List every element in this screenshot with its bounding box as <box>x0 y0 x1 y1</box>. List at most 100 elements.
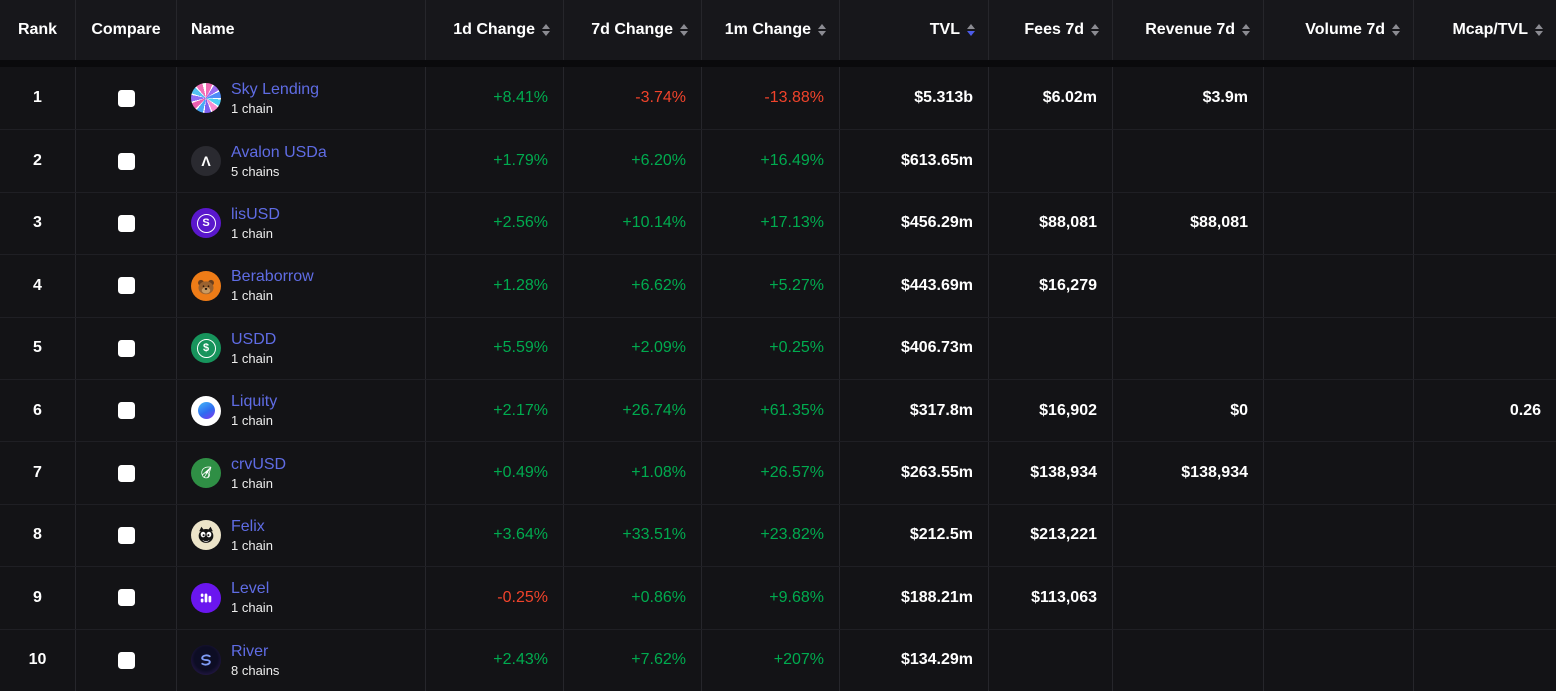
river-icon <box>191 645 221 676</box>
rank-label: 9 <box>33 588 42 606</box>
chain-count-label: 5 chains <box>231 163 280 179</box>
volume-7d-value <box>1263 379 1413 442</box>
column-label: Name <box>191 21 235 38</box>
table-row: 4 Beraborrow 1 chain +1.28% +6.62% +5.27… <box>0 254 1556 317</box>
change-7d-value: +33.51% <box>563 504 701 567</box>
protocol-link[interactable]: lisUSD <box>231 205 280 223</box>
rank-cell: 1 <box>0 67 75 129</box>
change-1d-value: +3.64% <box>425 504 563 567</box>
column-header-mcap-tvl[interactable]: Mcap/TVL <box>1413 0 1556 60</box>
compare-checkbox[interactable] <box>117 464 135 482</box>
column-header-fees-7d[interactable]: Fees 7d <box>988 0 1112 60</box>
revenue-7d-value <box>1112 317 1263 379</box>
change-1m-value: +207% <box>701 629 839 691</box>
compare-cell <box>75 192 176 255</box>
revenue-7d-value <box>1112 255 1263 317</box>
protocol-link[interactable]: crvUSD <box>231 455 287 473</box>
header-gap <box>0 60 1556 67</box>
volume-7d-value <box>1263 504 1413 567</box>
name-cell: $ USDD 1 chain <box>176 317 425 379</box>
column-header-7d-change[interactable]: 7d Change <box>563 0 701 60</box>
protocol-link[interactable]: Beraborrow <box>231 268 314 286</box>
mcap-tvl-value <box>1413 255 1556 317</box>
protocol-link[interactable]: Liquity <box>231 393 278 411</box>
change-1d-value: +2.17% <box>425 379 563 442</box>
chain-count-label: 1 chain <box>231 350 273 366</box>
column-header-tvl[interactable]: TVL <box>839 0 988 60</box>
fees-7d-value: $113,063 <box>988 567 1112 629</box>
tvl-value: $5.313b <box>839 67 988 130</box>
change-1m-value: +17.13% <box>701 192 839 255</box>
column-header-volume-7d[interactable]: Volume 7d <box>1263 0 1413 60</box>
volume-7d-value <box>1263 192 1413 255</box>
compare-checkbox[interactable] <box>117 402 135 420</box>
compare-checkbox[interactable] <box>117 526 135 544</box>
fees-7d-value: $138,934 <box>988 442 1112 504</box>
revenue-7d-value: $3.9m <box>1112 67 1263 130</box>
sort-icon <box>680 23 688 37</box>
mcap-tvl-value <box>1413 130 1556 192</box>
change-1d-value: +5.59% <box>425 317 563 379</box>
change-1m-value: -13.88% <box>701 67 839 130</box>
change-1d-value: +2.56% <box>425 192 563 255</box>
mcap-tvl-value <box>1413 67 1556 130</box>
name-cell: S lisUSD 1 chain <box>176 192 425 255</box>
rank-label: 3 <box>33 214 42 232</box>
volume-7d-value <box>1263 442 1413 504</box>
tvl-value: $263.55m <box>839 442 988 504</box>
change-1m-value: +23.82% <box>701 504 839 567</box>
protocol-name-block: Beraborrow 1 chain <box>231 268 314 303</box>
compare-cell <box>75 130 176 192</box>
column-label: Revenue 7d <box>1145 21 1235 38</box>
chain-count-label: 1 chain <box>231 475 273 491</box>
table-row: 9 Level 1 chain -0.25% +0.86% +9.68% $18… <box>0 566 1556 629</box>
level-icon <box>191 582 221 613</box>
compare-cell <box>75 567 176 629</box>
protocol-link[interactable]: Avalon USDa <box>231 143 327 161</box>
protocol-link[interactable]: Level <box>231 580 270 598</box>
protocol-link[interactable]: Sky Lending <box>231 80 320 98</box>
tvl-value: $613.65m <box>839 130 988 192</box>
fees-7d-value: $16,279 <box>988 255 1112 317</box>
compare-checkbox[interactable] <box>117 152 135 170</box>
table-row: 10 River 8 chains +2.43% +7.62% +207% $1… <box>0 628 1556 691</box>
compare-checkbox[interactable] <box>117 589 135 607</box>
table-row: 2 Λ Avalon USDa 5 chains +1.79% +6.20% +… <box>0 129 1556 192</box>
protocol-name-block: Avalon USDa 5 chains <box>231 144 327 179</box>
change-1d-value: -0.25% <box>425 567 563 629</box>
column-label: Fees 7d <box>1024 21 1084 38</box>
mcap-tvl-value <box>1413 629 1556 691</box>
column-header-1m-change[interactable]: 1m Change <box>701 0 839 60</box>
column-header-revenue-7d[interactable]: Revenue 7d <box>1112 0 1263 60</box>
felix-icon <box>191 520 221 551</box>
rank-cell: 2 <box>0 130 75 191</box>
lisusd-icon: S <box>191 208 221 239</box>
column-header-rank: Rank <box>0 0 75 60</box>
chain-count-label: 1 chain <box>231 225 273 241</box>
protocol-link[interactable]: Felix <box>231 517 265 535</box>
fees-7d-value <box>988 130 1112 192</box>
change-1d-value: +0.49% <box>425 442 563 504</box>
revenue-7d-value <box>1112 567 1263 629</box>
compare-checkbox[interactable] <box>117 89 135 107</box>
protocol-link[interactable]: USDD <box>231 330 277 348</box>
sort-icon <box>1242 23 1250 37</box>
name-cell: Beraborrow 1 chain <box>176 255 425 317</box>
protocol-link[interactable]: River <box>231 642 269 660</box>
column-header-1d-change[interactable]: 1d Change <box>425 0 563 60</box>
compare-checkbox[interactable] <box>117 277 135 295</box>
compare-checkbox[interactable] <box>117 651 135 669</box>
sort-icon <box>1535 23 1543 37</box>
tvl-value: $406.73m <box>839 317 988 379</box>
column-label: Volume 7d <box>1305 21 1385 38</box>
compare-checkbox[interactable] <box>117 214 135 232</box>
compare-cell <box>75 442 176 504</box>
rank-cell: 3 <box>0 193 75 254</box>
volume-7d-value <box>1263 317 1413 379</box>
tvl-value: $317.8m <box>839 379 988 442</box>
change-7d-value: +7.62% <box>563 629 701 691</box>
revenue-7d-value: $0 <box>1112 379 1263 442</box>
rank-cell: 9 <box>0 567 75 628</box>
name-cell: Λ Avalon USDa 5 chains <box>176 130 425 192</box>
compare-checkbox[interactable] <box>117 339 135 357</box>
